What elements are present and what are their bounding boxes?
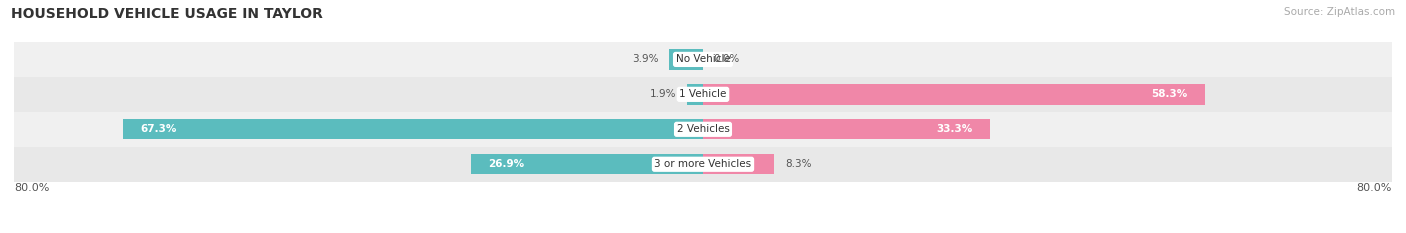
Bar <box>686 84 703 105</box>
Bar <box>14 147 1392 182</box>
Text: 26.9%: 26.9% <box>488 159 524 169</box>
Bar <box>703 119 990 139</box>
Text: 1.9%: 1.9% <box>650 89 676 99</box>
Text: 1 Vehicle: 1 Vehicle <box>679 89 727 99</box>
Text: 8.3%: 8.3% <box>785 159 811 169</box>
Bar <box>703 84 1205 105</box>
Text: 67.3%: 67.3% <box>141 124 177 134</box>
Bar <box>14 42 1392 77</box>
Text: 0.0%: 0.0% <box>713 55 740 64</box>
Text: 33.3%: 33.3% <box>936 124 973 134</box>
Bar <box>471 154 703 174</box>
Text: No Vehicle: No Vehicle <box>675 55 731 64</box>
Bar <box>124 119 703 139</box>
Bar <box>14 77 1392 112</box>
Text: Source: ZipAtlas.com: Source: ZipAtlas.com <box>1284 7 1395 17</box>
Text: HOUSEHOLD VEHICLE USAGE IN TAYLOR: HOUSEHOLD VEHICLE USAGE IN TAYLOR <box>11 7 323 21</box>
Text: 2 Vehicles: 2 Vehicles <box>676 124 730 134</box>
Bar <box>669 49 703 69</box>
Text: 3 or more Vehicles: 3 or more Vehicles <box>654 159 752 169</box>
Text: 58.3%: 58.3% <box>1152 89 1188 99</box>
Bar <box>703 154 775 174</box>
Text: 80.0%: 80.0% <box>1357 184 1392 193</box>
Bar <box>14 112 1392 147</box>
Text: 3.9%: 3.9% <box>633 55 659 64</box>
Text: 80.0%: 80.0% <box>14 184 49 193</box>
